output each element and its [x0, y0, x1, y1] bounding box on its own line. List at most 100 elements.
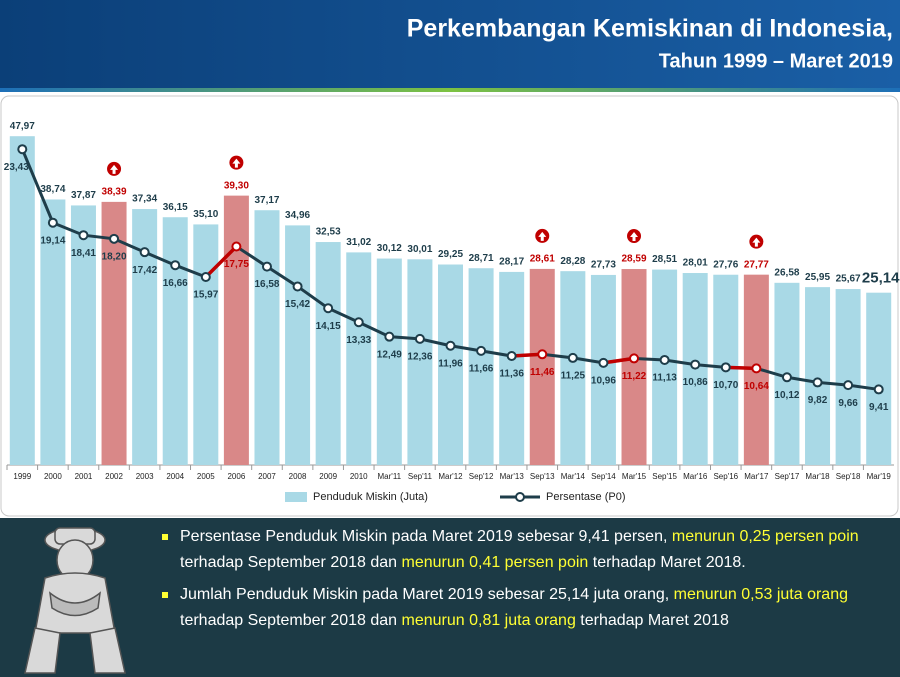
- note-text: menurun 0,41 persen poin: [401, 554, 589, 571]
- point: [47, 217, 58, 228]
- x-tick-label: Mar'16: [683, 472, 708, 481]
- point: [843, 380, 854, 391]
- bar-label: 28,01: [683, 258, 708, 269]
- point-label: 9,66: [838, 398, 858, 409]
- bar-label: 32,53: [316, 227, 341, 238]
- x-tick-label: 2010: [350, 472, 368, 481]
- x-tick-label: Mar'12: [438, 472, 463, 481]
- point: [812, 377, 823, 388]
- x-tick-label: Mar'19: [867, 472, 892, 481]
- bar: [70, 205, 96, 465]
- bar: [652, 269, 678, 465]
- up-icon-arrow: [752, 237, 761, 247]
- point-label: 13,33: [346, 335, 371, 346]
- point-label: 18,20: [102, 251, 127, 262]
- bar-label: 37,34: [132, 194, 157, 205]
- x-tick-label: Sep'15: [652, 472, 677, 481]
- bar: [315, 242, 341, 465]
- up-icon-arrow: [110, 164, 119, 174]
- x-tick-label: 2006: [227, 472, 245, 481]
- bar-label: 29,25: [438, 249, 463, 260]
- point: [720, 362, 731, 373]
- point-label: 11,46: [530, 367, 555, 378]
- legend-marker: [515, 492, 525, 502]
- note-text: menurun 0,53 juta orang: [673, 586, 848, 603]
- x-tick-label: 2000: [44, 472, 62, 481]
- point: [200, 272, 211, 283]
- bar: [499, 271, 525, 465]
- point-label: 17,75: [224, 259, 249, 270]
- point-label: 10,86: [683, 377, 708, 388]
- point-label: 10,12: [774, 390, 799, 401]
- point: [567, 352, 578, 363]
- bar-label: 47,97: [10, 121, 35, 132]
- bar-label: 25,95: [805, 272, 830, 283]
- bar: [621, 269, 647, 465]
- bar-label: 34,96: [285, 210, 310, 221]
- bar: [101, 201, 127, 466]
- x-tick-label: Sep'12: [469, 472, 494, 481]
- bar-label: 26,58: [774, 267, 799, 278]
- legend-label: Persentase (P0): [546, 491, 625, 503]
- x-tick-label: 2001: [75, 472, 93, 481]
- point: [598, 357, 609, 368]
- bar: [590, 274, 616, 465]
- bar: [805, 287, 831, 465]
- point-label: 15,97: [193, 290, 218, 301]
- point-label: 12,36: [407, 352, 432, 363]
- point-label: 14,15: [316, 321, 341, 332]
- point-label: 9,82: [808, 395, 828, 406]
- line-highlight: [603, 356, 635, 365]
- point: [506, 351, 517, 362]
- point: [323, 303, 334, 314]
- point: [292, 281, 303, 292]
- bar-label: 30,12: [377, 243, 402, 254]
- up-icon-arrow: [538, 231, 547, 241]
- bar: [40, 199, 66, 465]
- point: [17, 144, 28, 155]
- bar-label: 28,61: [530, 254, 555, 265]
- bar: [254, 210, 280, 465]
- point: [751, 363, 762, 374]
- x-tick-label: Sep'13: [530, 472, 555, 481]
- point-label: 10,70: [713, 380, 738, 391]
- x-tick-label: Mar'17: [744, 472, 769, 481]
- point-label: 19,14: [40, 235, 65, 246]
- point: [170, 260, 181, 271]
- x-tick-label: Sep'16: [713, 472, 738, 481]
- x-tick-label: 2004: [166, 472, 184, 481]
- point: [690, 359, 701, 370]
- x-tick-label: Sep'17: [775, 472, 800, 481]
- note-text: Jumlah Penduduk Miskin pada Maret 2019 s…: [180, 586, 674, 603]
- x-tick-label: 2009: [319, 472, 337, 481]
- line-highlight: [725, 365, 757, 371]
- bar: [376, 258, 402, 465]
- title: Perkembangan Kemiskinan di Indonesia,: [407, 15, 893, 43]
- x-tick-label: Mar'14: [561, 472, 586, 481]
- point-label: 11,96: [438, 358, 463, 369]
- notes-list: Persentase Penduduk Miskin pada Maret 20…: [160, 524, 900, 640]
- point: [414, 333, 425, 344]
- note-text: menurun 0,81 juta orang: [401, 612, 576, 629]
- point-label: 9,41: [869, 402, 889, 413]
- point-label: 18,41: [71, 248, 96, 259]
- point: [537, 349, 548, 360]
- x-tick-label: 2002: [105, 472, 123, 481]
- bar-label: 25,14: [862, 270, 900, 287]
- bar: [193, 224, 219, 465]
- note-text: terhadap September 2018 dan: [180, 554, 402, 571]
- man-figure: [24, 527, 126, 674]
- point-label: 17,42: [132, 265, 157, 276]
- x-tick-label: Mar'11: [378, 472, 402, 481]
- up-icon-arrow: [232, 158, 241, 168]
- point: [476, 345, 487, 356]
- bar: [438, 264, 463, 465]
- point-label: 16,66: [163, 278, 188, 289]
- line-highlight: [204, 245, 238, 279]
- bar: [866, 292, 892, 465]
- slide: Perkembangan Kemiskinan di Indonesia, Ta…: [0, 0, 900, 517]
- point-label: 16,58: [254, 279, 279, 290]
- point-label: 11,22: [622, 371, 647, 382]
- note: Persentase Penduduk Miskin pada Maret 20…: [162, 524, 900, 576]
- point-label: 11,25: [561, 371, 586, 382]
